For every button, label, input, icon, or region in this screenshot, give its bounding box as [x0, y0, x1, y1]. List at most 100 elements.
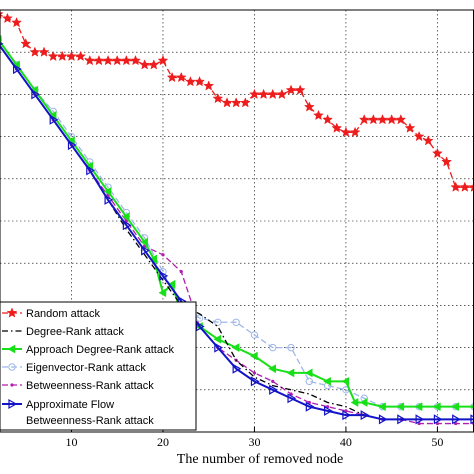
series-0-point-27	[221, 97, 233, 108]
legend-label-3: Eigenvector-Rank attack	[26, 362, 146, 374]
series-5-point-19	[324, 405, 333, 416]
series-0-point-24	[194, 76, 205, 87]
series-5-point-2	[12, 64, 22, 75]
series-0-point-19	[148, 59, 160, 70]
series-0-point-18	[139, 59, 151, 70]
series-0-point-20	[157, 54, 169, 66]
series-5-point-5	[67, 140, 77, 151]
series-2-point-8	[121, 212, 130, 222]
series-5-point-8	[122, 220, 132, 231]
legend-marker-4	[10, 383, 14, 387]
series-5-point-6	[86, 165, 95, 176]
series-0-point-45	[386, 114, 398, 125]
series-0-point-41	[349, 126, 361, 137]
series-5-point-3	[31, 89, 41, 100]
series-2-point-9	[140, 237, 148, 247]
series-0-point-14	[102, 54, 114, 66]
x-tick-label-2: 30	[248, 435, 260, 449]
series-line-5	[0, 44, 474, 421]
series-5-point-7	[104, 194, 114, 205]
series-0-point-25	[203, 80, 215, 91]
series-0-point-39	[331, 122, 343, 133]
series-0-point-47	[404, 122, 416, 133]
series-5-point-25	[433, 414, 443, 425]
series-3-point-14	[232, 318, 240, 326]
series-0-point-17	[130, 54, 141, 66]
series-0-point-28	[230, 97, 242, 108]
legend-item-3: Eigenvector-Rank attack	[2, 362, 146, 374]
series-2-point-28	[432, 402, 441, 412]
x-tick-label-3: 40	[340, 435, 352, 449]
legend-label-2: Approach Degree-Rank attack	[26, 344, 174, 356]
series-5-point-22	[378, 414, 388, 425]
series-3-point-15	[250, 331, 259, 339]
series-5-point-16	[269, 384, 278, 395]
series-0-point-29	[239, 97, 251, 108]
series-layer	[0, 12, 474, 426]
series-0-point-35	[294, 84, 306, 95]
series-0-point-15	[111, 54, 123, 66]
legend-box	[0, 301, 197, 431]
series-0-point-12	[84, 54, 96, 66]
x-tick-label-4: 50	[431, 435, 443, 449]
series-0-point-30	[249, 88, 260, 99]
series-4-point-10	[161, 253, 165, 257]
series-0-point-52	[450, 181, 462, 192]
series-3-point-17	[287, 343, 295, 352]
series-0-point-51	[441, 156, 452, 167]
series-0-point-34	[285, 84, 297, 95]
series-5-point-26	[452, 414, 461, 425]
series-0-point-49	[422, 135, 434, 146]
series-0-point-48	[413, 130, 425, 142]
series-5-point-9	[141, 245, 150, 256]
series-2-point-19	[286, 368, 295, 378]
series-5-point-23	[397, 414, 407, 425]
series-5-point-27	[470, 414, 474, 425]
legend-marker-0	[6, 307, 18, 318]
series-2-point-20	[304, 368, 313, 378]
x-axis-title: The number of removed node	[177, 452, 343, 467]
x-tick-label-1: 20	[157, 435, 169, 449]
series-0-point-9	[56, 50, 68, 62]
series-0-point-23	[185, 76, 196, 87]
series-0-point-46	[395, 114, 407, 125]
legend-label-0: Random attack	[26, 308, 100, 320]
series-2-point-22	[341, 376, 350, 386]
series-2-point-7	[103, 187, 112, 196]
series-5-point-13	[214, 342, 224, 353]
legend-label-5-1: Betweenness-Rank attack	[26, 415, 154, 427]
legend: Random attack Degree-Rank attack Approach …	[0, 301, 197, 431]
legend-marker-2	[7, 344, 16, 354]
series-5-point-18	[305, 401, 315, 412]
series-0-point-44	[377, 114, 388, 125]
legend-item-1: Degree-Rank attack	[2, 326, 124, 338]
series-2	[0, 35, 474, 412]
x-tick-label-0: 10	[65, 435, 77, 449]
legend-item-0: Random attack	[2, 307, 100, 320]
legend-label-1: Degree-Rank attack	[26, 326, 124, 338]
legend-marker-5	[8, 398, 18, 410]
series-0-point-6	[29, 46, 41, 57]
series-0-point-4	[11, 16, 22, 28]
series-5-point-14	[232, 363, 242, 374]
series-0-point-22	[175, 71, 187, 83]
legend-marker-3	[8, 363, 16, 371]
series-3-point-18	[305, 377, 314, 386]
series-5-point-17	[287, 393, 297, 404]
series-5-point-15	[250, 376, 260, 387]
series-2-point-26	[396, 402, 405, 412]
series-0-point-42	[358, 114, 370, 125]
legend-item-4: Betweenness-Rank attack	[2, 380, 154, 392]
series-0-point-26	[212, 92, 224, 104]
series-2-point-15	[213, 334, 222, 344]
series-0-point-21	[166, 71, 178, 83]
series-0-point-10	[66, 50, 77, 62]
series-2-point-16	[231, 343, 240, 353]
series-5-point-12	[195, 321, 205, 332]
series-0-point-16	[120, 54, 132, 66]
series-3-point-13	[214, 318, 222, 326]
legend-item-5: Approximate Flow Betweenness-Rank attack	[2, 398, 154, 427]
series-5-point-4	[49, 114, 59, 125]
